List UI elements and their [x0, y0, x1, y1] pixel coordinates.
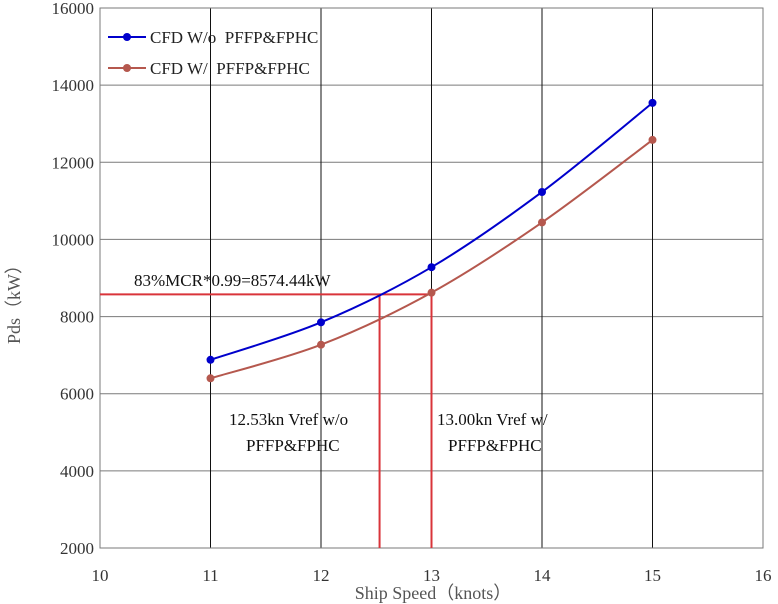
y-tick-label-4000: 4000 — [60, 462, 94, 481]
series-2-point-1 — [206, 374, 215, 383]
grid — [99, 7, 764, 549]
legend-marker-series-1 — [123, 33, 131, 41]
y-tick-label-12000: 12000 — [52, 153, 95, 172]
y-tick-label-8000: 8000 — [60, 308, 94, 327]
series-2-point-4 — [538, 218, 546, 227]
legend-marker-series-2 — [123, 64, 131, 72]
series-2-point-3 — [427, 288, 436, 297]
x-tick-label-16: 16 — [755, 566, 772, 585]
x-tick-label-13: 13 — [423, 566, 440, 585]
x-tick-label-14: 14 — [534, 566, 552, 585]
x-tick-label-10: 10 — [92, 566, 109, 585]
series-2-point-5 — [648, 135, 657, 144]
series-2-point-2 — [317, 340, 325, 349]
intersection-2-label-line1: 13.00kn Vref w/ — [437, 410, 548, 429]
x-tick-label-11: 11 — [202, 566, 218, 585]
series-1-point-5 — [648, 98, 657, 107]
reference-line-label: 83%MCR*0.99=8574.44kW — [134, 271, 332, 290]
reference-lines — [100, 293, 433, 548]
y-tick-label-10000: 10000 — [52, 230, 95, 249]
legend-label-series-2: CFD W/ PFFP&FPHC — [150, 59, 310, 78]
y-tick-label-16000: 16000 — [52, 0, 95, 18]
series-points — [206, 98, 657, 383]
intersection-1-label-line1: 12.53kn Vref w/o — [229, 410, 348, 429]
legend-label-series-1: CFD W/o PFFP&FPHC — [150, 28, 318, 47]
y-tick-label-2000: 2000 — [60, 539, 94, 558]
series-1-point-1 — [206, 355, 215, 364]
intersection-2-label-line2: PFFP&FPHC — [448, 436, 542, 455]
tick-labels: 2000 4000 6000 8000 10000 12000 14000 16000 10 11… — [52, 0, 772, 585]
legend: CFD W/o PFFP&FPHC CFD W/ PFFP&FPHC — [108, 28, 318, 78]
x-tick-label-15: 15 — [644, 566, 661, 585]
intersection-1-label-line2: PFFP&FPHC — [246, 436, 340, 455]
series-1-point-2 — [317, 318, 325, 327]
y-axis-label: Pds（kW） — [4, 256, 24, 344]
series-1-point-3 — [427, 263, 436, 272]
y-tick-label-14000: 14000 — [52, 76, 95, 95]
x-axis-label: Ship Speed（knots） — [355, 583, 512, 603]
y-tick-label-6000: 6000 — [60, 385, 94, 404]
series-1-point-4 — [538, 187, 546, 196]
x-tick-label-12: 12 — [313, 566, 330, 585]
